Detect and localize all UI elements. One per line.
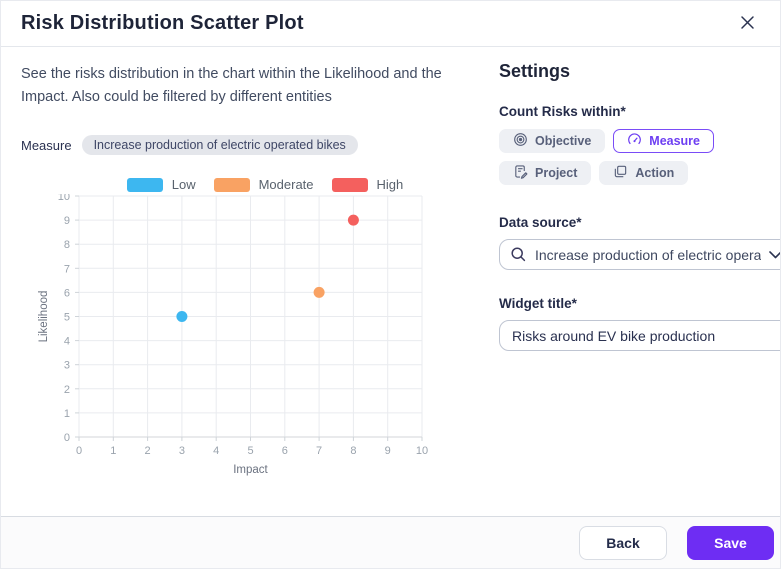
description-text: See the risks distribution in the chart … <box>21 66 442 106</box>
y-tick-label: 8 <box>64 240 70 252</box>
data-point-high <box>347 214 359 226</box>
x-tick-label: 6 <box>282 445 288 457</box>
search-icon <box>510 246 527 263</box>
legend-swatch <box>331 177 368 192</box>
x-tick-label: 2 <box>145 445 151 457</box>
data-point-moderate <box>313 287 325 299</box>
x-tick-label: 4 <box>213 445 219 457</box>
widget-title-input[interactable] <box>499 320 780 351</box>
y-tick-label: 0 <box>64 432 70 444</box>
y-tick-label: 10 <box>58 194 70 203</box>
x-tick-label: 3 <box>179 445 185 457</box>
legend-label: High <box>376 177 404 193</box>
data-source-label: Data source* <box>499 215 582 230</box>
legend-label: Moderate <box>258 177 314 193</box>
chip-objective[interactable]: Objective <box>499 129 606 153</box>
x-tick-label: 7 <box>316 445 322 457</box>
chip-label: Objective <box>535 134 592 148</box>
data-source-value: Increase production of electric opera... <box>535 246 761 263</box>
x-tick-label: 9 <box>385 445 391 457</box>
count-risks-options: Objective Measure <box>499 129 780 185</box>
count-risks-label: Count Risks within* <box>499 104 626 119</box>
save-button[interactable]: Save <box>687 525 774 560</box>
legend-item-moderate: Moderate <box>213 177 314 193</box>
project-icon <box>513 164 528 182</box>
scatter-plot: 0 1 2 3 4 5 6 7 8 9 10 0 1 2 3 4 5 6 7 8 9 10 Impact Likelihood <box>38 191 428 476</box>
x-tick-label: 1 <box>110 445 116 457</box>
y-tick-label: 4 <box>64 336 70 348</box>
legend-item-low: Low <box>126 177 196 193</box>
filter-label: Measure <box>21 137 72 153</box>
x-tick-label: 8 <box>350 445 356 457</box>
chip-label: Action <box>635 166 675 180</box>
y-tick-label: 9 <box>64 215 70 227</box>
chip-label: Project <box>535 166 578 180</box>
chevron-down-icon <box>769 250 780 259</box>
y-tick-label: 1 <box>64 408 70 420</box>
back-button[interactable]: Back <box>579 525 667 560</box>
y-tick-label: 5 <box>64 312 70 324</box>
legend-swatch <box>213 177 250 192</box>
close-button[interactable] <box>735 10 760 38</box>
data-source-select[interactable]: Increase production of electric opera... <box>499 239 780 270</box>
close-icon <box>739 14 756 34</box>
chip-project[interactable]: Project <box>499 161 592 185</box>
y-tick-label: 6 <box>64 288 70 300</box>
y-tick-label: 3 <box>64 360 70 372</box>
chart-wrap: 0 1 2 3 4 5 6 7 8 9 10 0 1 2 3 4 5 6 7 8 9 10 Impact Likelihood <box>21 191 471 491</box>
settings-heading: Settings <box>499 61 571 81</box>
objective-icon <box>513 132 528 150</box>
x-tick-label: 10 <box>416 445 428 457</box>
settings-panel: Settings Count Risks within* Objective <box>471 47 780 491</box>
chart-panel: See the risks distribution in the chart … <box>21 47 471 491</box>
y-tick-label: 7 <box>64 264 70 276</box>
action-icon <box>613 164 628 182</box>
legend-item-high: High <box>331 177 404 193</box>
measure-icon <box>627 132 642 150</box>
x-axis-title: Impact <box>233 464 268 476</box>
chart-legend: Low Moderate High <box>21 177 471 192</box>
legend-label: Low <box>171 177 196 193</box>
filter-value-badge: Increase production of electric operated… <box>81 135 358 156</box>
y-tick-label: 2 <box>64 384 70 396</box>
modal-header: Risk Distribution Scatter Plot <box>1 1 780 47</box>
chip-action[interactable]: Action <box>599 161 689 185</box>
modal-body: See the risks distribution in the chart … <box>1 47 780 491</box>
x-tick-label: 0 <box>76 445 82 457</box>
y-axis-title: Likelihood <box>38 291 50 343</box>
data-point-low <box>176 311 188 323</box>
x-tick-label: 5 <box>247 445 253 457</box>
legend-swatch <box>126 177 163 192</box>
filter-row: Measure Increase production of electric … <box>21 135 471 156</box>
chip-label: Measure <box>649 134 701 148</box>
modal-title: Risk Distribution Scatter Plot <box>21 12 304 34</box>
chip-measure[interactable]: Measure <box>613 129 715 153</box>
widget-title-label: Widget title* <box>499 296 577 311</box>
modal-footer: Back Save <box>1 516 780 568</box>
